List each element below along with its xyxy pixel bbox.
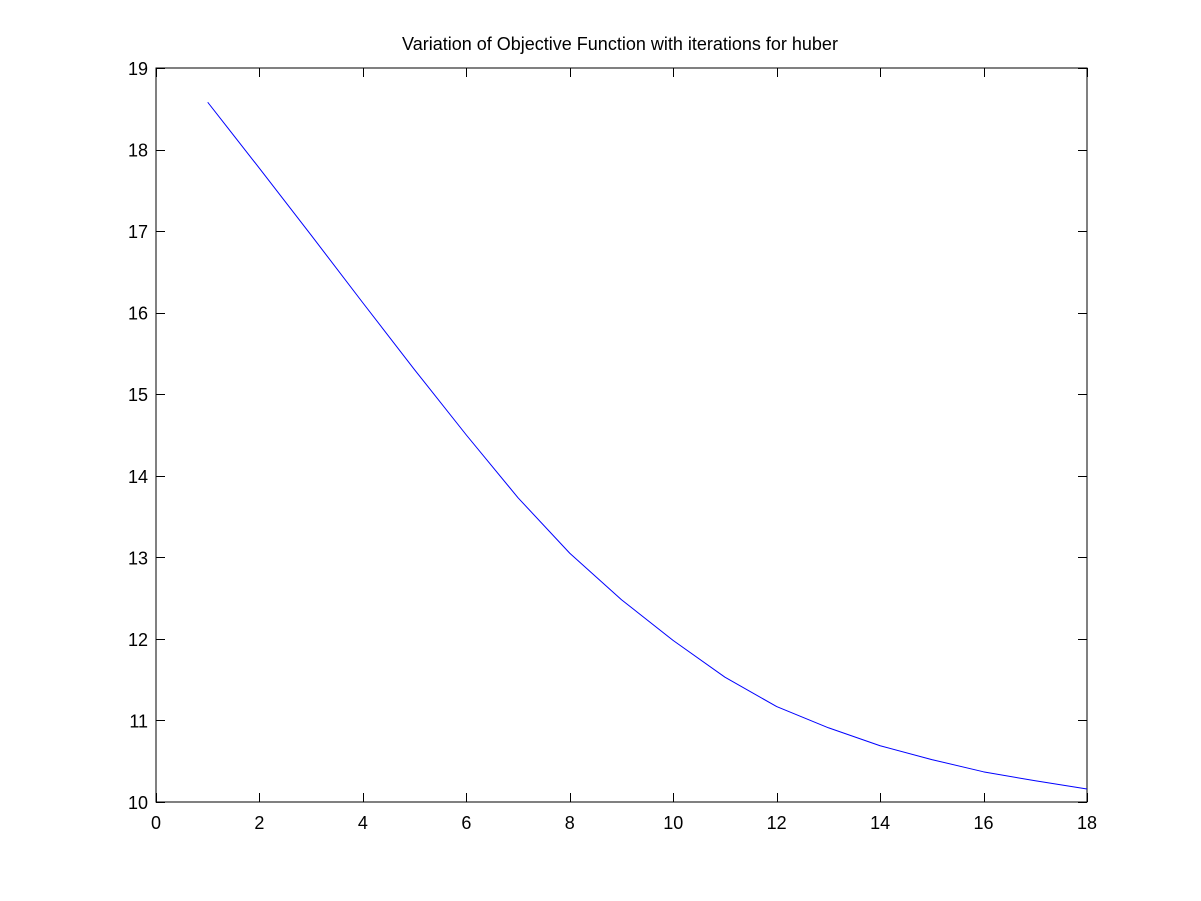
y-tick-label: 17 <box>128 222 148 242</box>
x-tick-label: 14 <box>870 813 890 833</box>
x-tick-label: 8 <box>565 813 575 833</box>
y-tick-label: 16 <box>128 304 148 324</box>
plot-frame <box>155 67 1088 803</box>
x-tick-label: 16 <box>974 813 994 833</box>
y-tick-label: 11 <box>129 711 148 731</box>
series-layer <box>207 101 1088 790</box>
chart-title: Variation of Objective Function with ite… <box>402 34 838 54</box>
x-tick-label: 12 <box>767 813 787 833</box>
y-tick-label: 15 <box>128 385 148 405</box>
y-tick-label: 13 <box>128 548 148 568</box>
y-tick-label: 18 <box>128 141 148 161</box>
x-tick-label: 18 <box>1077 813 1097 833</box>
x-tick-label: 2 <box>254 813 264 833</box>
y-tick-label: 19 <box>128 59 148 79</box>
y-tick-label: 14 <box>128 467 148 487</box>
y-tick-label: 12 <box>128 630 148 650</box>
axes: 0 2 4 6 8 10 12 14 16 18 10 11 12 13 14 15 16 17 18 19 <box>128 59 1097 833</box>
x-tick-label: 6 <box>461 813 471 833</box>
x-tick-label: 4 <box>358 813 368 833</box>
y-tick-label: 10 <box>128 793 148 813</box>
x-tick-label: 10 <box>663 813 683 833</box>
x-tick-label: 0 <box>151 813 161 833</box>
series-line <box>207 101 1088 790</box>
